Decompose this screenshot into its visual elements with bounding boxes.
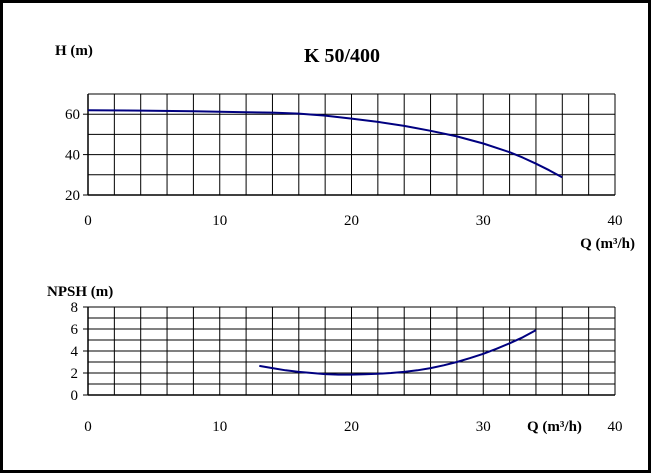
x-tick-label: 40 (608, 213, 623, 229)
npsh-chart: 0 2 4 6 8 0 10 20 30 40 NPSH (m) Q (m³/h) (47, 284, 623, 435)
y-axis-label: H (m) (55, 43, 93, 59)
y-tick-label: 0 (71, 388, 79, 404)
x-tick-label: 30 (476, 419, 491, 435)
head-chart: 20 40 60 0 10 20 30 40 K 50/400 H (m) Q (m³/h) (55, 43, 635, 252)
y-tick-label: 4 (71, 344, 79, 360)
y-axis-label: NPSH (m) (47, 284, 113, 300)
x-tick-label: 0 (84, 213, 92, 229)
x-axis-label: Q (m³/h) (527, 419, 582, 435)
npsh-curve (259, 329, 537, 376)
x-tick-label: 40 (608, 419, 623, 435)
y-tick-label: 6 (71, 322, 79, 338)
y-tick-label: 2 (71, 366, 79, 382)
x-tick-label: 0 (84, 419, 92, 435)
y-tick-label: 60 (65, 107, 80, 123)
x-tick-label: 20 (344, 213, 359, 229)
x-tick-label: 10 (212, 213, 227, 229)
y-tick-label: 20 (65, 188, 80, 204)
x-tick-label: 30 (476, 213, 491, 229)
x-tick-label: 20 (344, 419, 359, 435)
x-tick-label: 10 (212, 419, 227, 435)
head-curve (87, 109, 563, 179)
y-tick-label: 40 (65, 148, 80, 164)
y-tick-label: 8 (71, 300, 79, 316)
chart-title: K 50/400 (304, 45, 380, 67)
x-axis-label: Q (m³/h) (580, 236, 635, 252)
